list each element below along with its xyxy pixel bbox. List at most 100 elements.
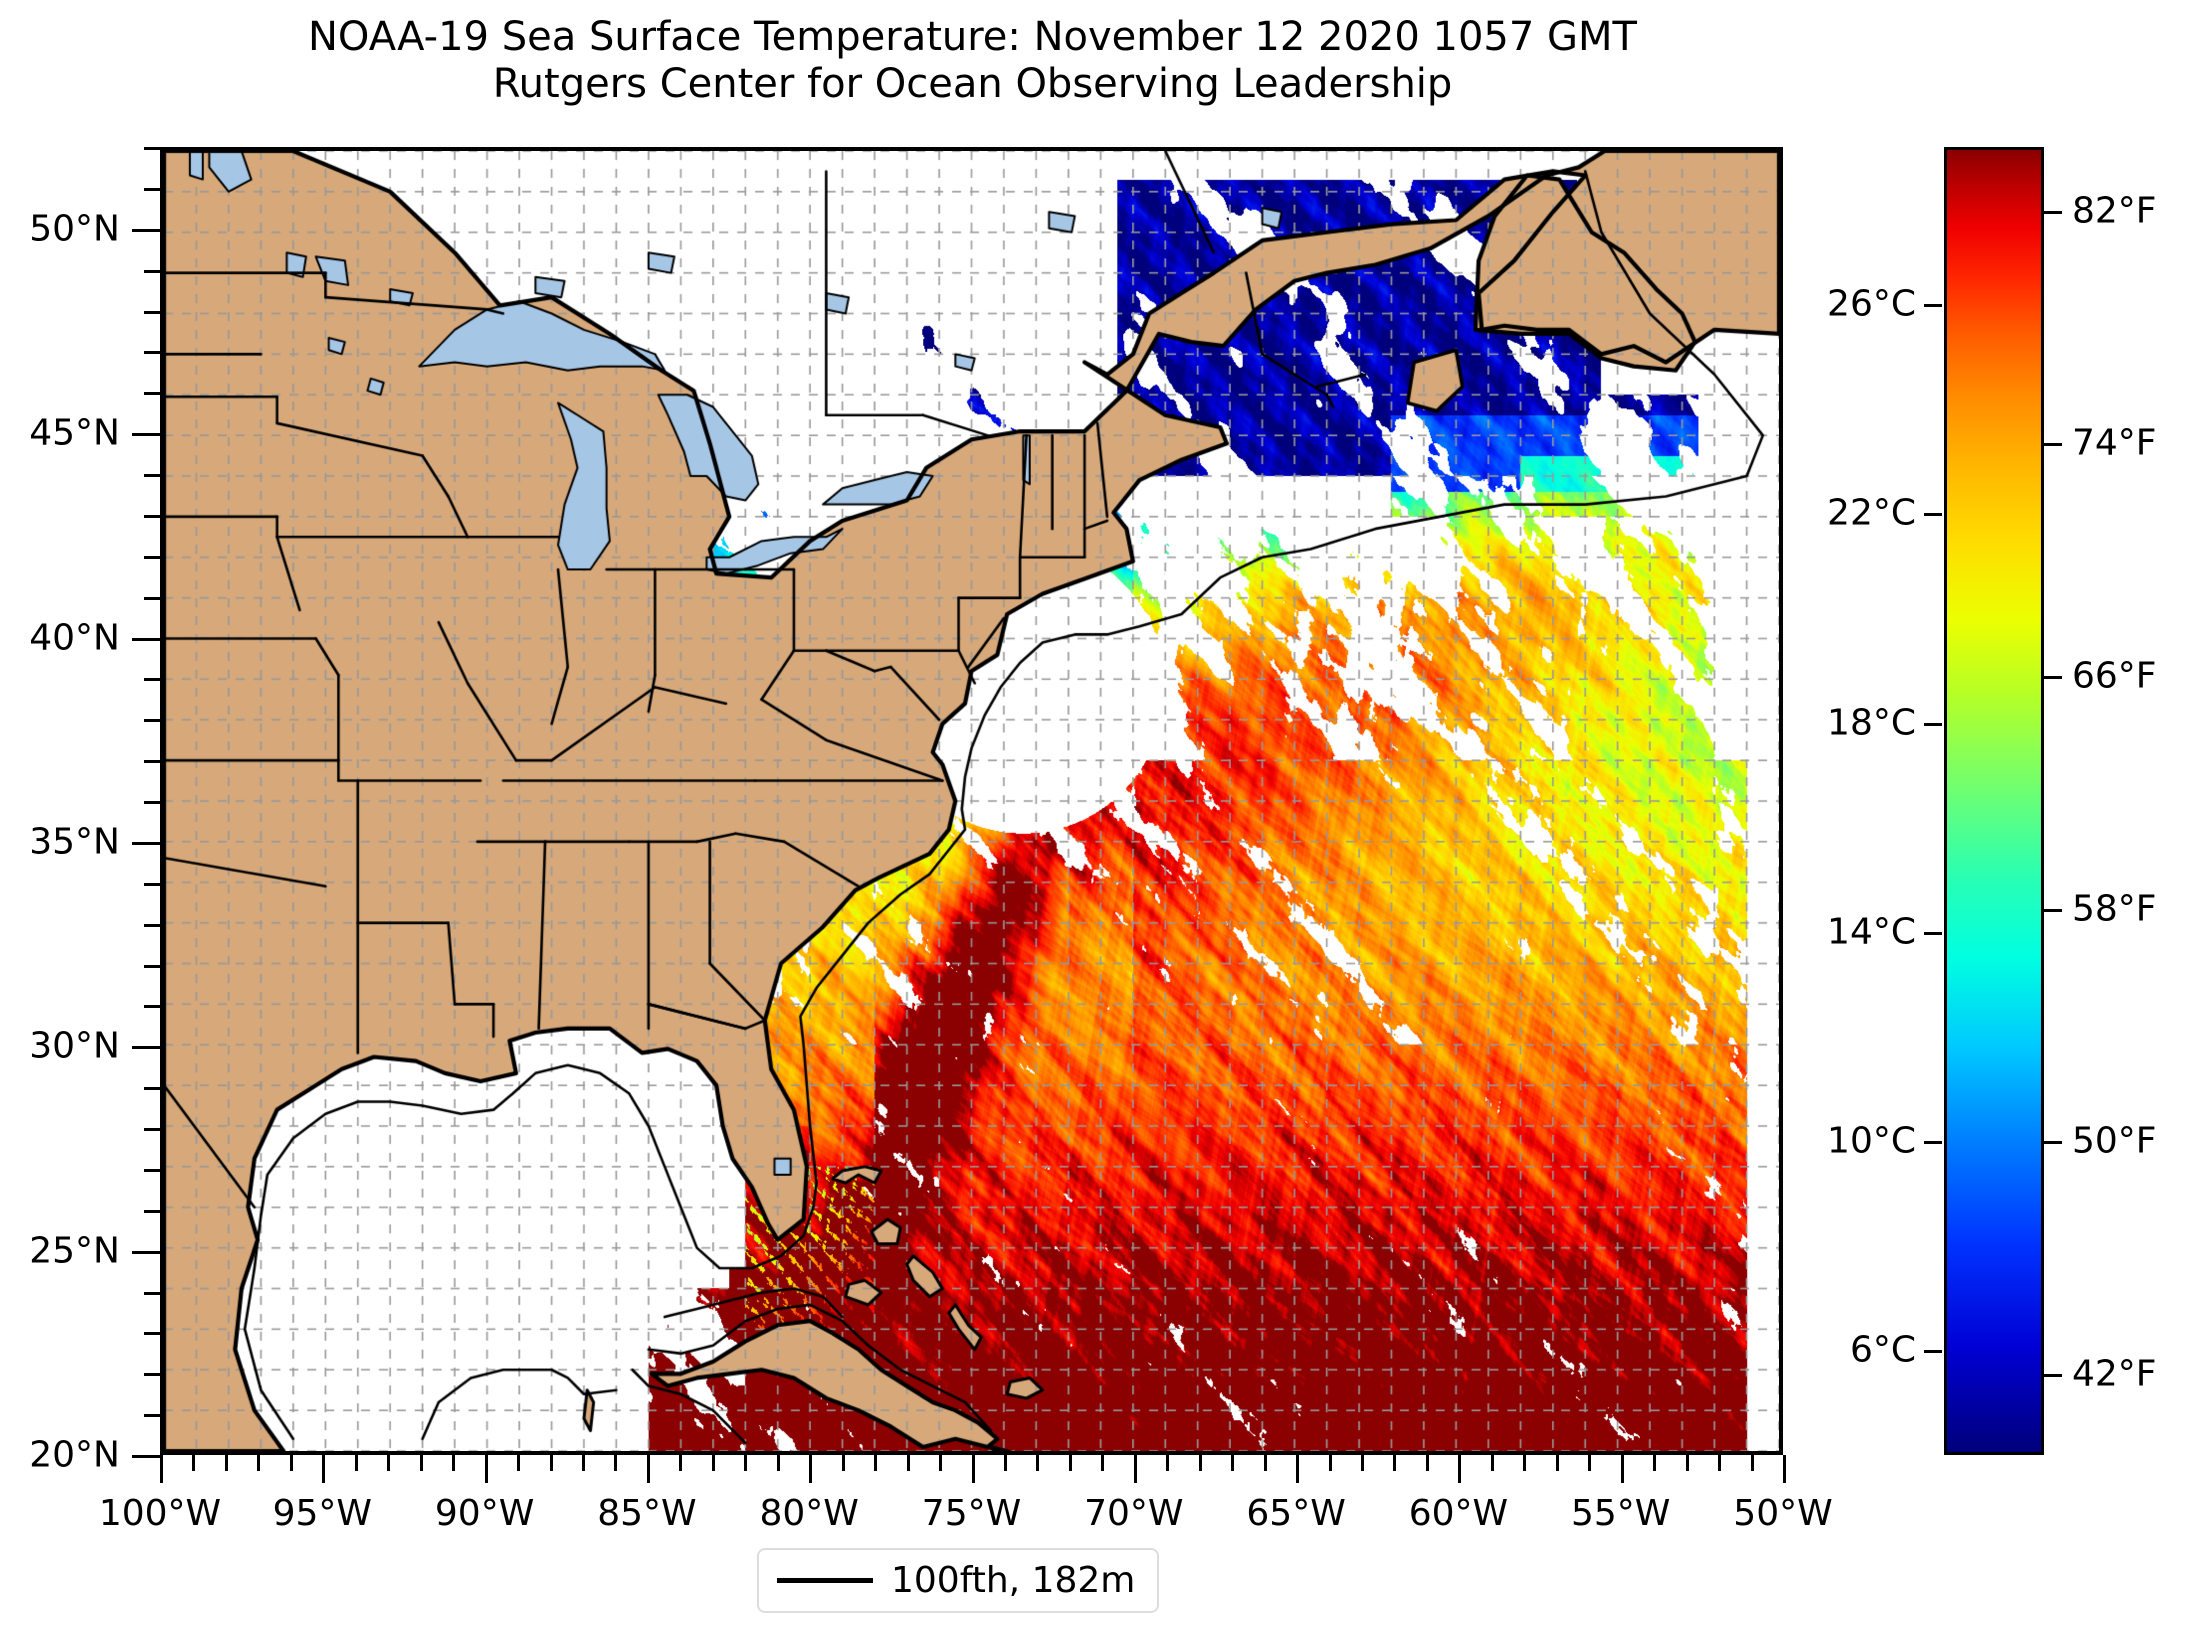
y-axis-label: 50°N (29, 208, 120, 250)
legend-line-sample (777, 1578, 873, 1583)
colorbar-label-celsius: 26°C (1827, 283, 1916, 325)
sst-map-canvas (164, 151, 1779, 1451)
y-axis-label: 20°N (29, 1434, 120, 1476)
y-minor-tick (144, 1168, 160, 1172)
x-major-tick (646, 1455, 650, 1483)
y-major-tick (132, 637, 160, 641)
y-minor-tick (144, 1209, 160, 1213)
x-minor-tick (581, 1455, 585, 1471)
colorbar-tick-fahrenheit (2044, 210, 2062, 214)
x-major-tick (484, 1455, 488, 1483)
chart-title-block: NOAA-19 Sea Surface Temperature: Novembe… (0, 14, 1945, 108)
legend-label: 100fth, 182m (891, 1560, 1136, 1601)
x-minor-tick (776, 1455, 780, 1471)
x-axis-label: 85°W (597, 1493, 697, 1534)
x-minor-tick (679, 1455, 683, 1471)
colorbar-label-fahrenheit: 50°F (2072, 1120, 2157, 1162)
y-minor-tick (144, 882, 160, 886)
colorbar-tick-celsius (1924, 513, 1942, 517)
y-minor-tick (144, 964, 160, 968)
x-axis-label: 65°W (1246, 1493, 1346, 1534)
x-minor-tick (192, 1455, 196, 1471)
colorbar-tick-fahrenheit (2044, 908, 2062, 912)
colorbar: 6°C 10°C 14°C 18°C 22°C 26°C 42°F 50°F 58°F 66°F 7… (1827, 147, 2157, 1455)
x-minor-tick (1263, 1455, 1267, 1471)
x-axis-label: 55°W (1570, 1493, 1671, 1534)
colorbar-label-fahrenheit: 42°F (2072, 1353, 2157, 1395)
x-minor-tick (452, 1455, 456, 1471)
y-axis-label: 35°N (29, 821, 120, 863)
x-minor-tick (906, 1455, 910, 1471)
y-minor-tick (144, 555, 160, 559)
map-plot-area (160, 147, 1783, 1455)
y-minor-tick (144, 678, 160, 682)
x-minor-tick (517, 1455, 521, 1471)
x-minor-tick (1003, 1455, 1007, 1471)
y-minor-tick (144, 1005, 160, 1009)
x-axis-label: 90°W (434, 1493, 535, 1534)
x-minor-tick (1685, 1455, 1689, 1471)
x-minor-tick (419, 1455, 423, 1471)
x-minor-tick (1523, 1455, 1527, 1471)
y-major-tick (132, 1046, 160, 1050)
colorbar-tick-celsius (1924, 303, 1942, 307)
y-minor-tick (144, 474, 160, 477)
x-major-tick (1458, 1455, 1462, 1483)
colorbar-tick-celsius (1924, 1350, 1942, 1354)
x-minor-tick (387, 1455, 391, 1471)
x-minor-tick (1588, 1455, 1592, 1471)
x-minor-tick (1198, 1455, 1202, 1471)
y-major-tick (132, 433, 160, 437)
x-major-tick (160, 1455, 163, 1483)
colorbar-label-celsius: 14°C (1827, 911, 1916, 953)
x-minor-tick (257, 1455, 261, 1471)
chart-title-line-1: NOAA-19 Sea Surface Temperature: Novembe… (308, 14, 1637, 60)
x-minor-tick (1425, 1455, 1429, 1471)
x-minor-tick (354, 1455, 358, 1471)
colorbar-tick-celsius (1924, 722, 1942, 726)
x-minor-tick (1328, 1455, 1332, 1471)
x-minor-tick (1068, 1455, 1072, 1471)
colorbar-tick-fahrenheit (2044, 676, 2062, 679)
colorbar-tick-fahrenheit (2044, 1141, 2062, 1145)
y-minor-tick (144, 719, 160, 723)
y-axis-label: 40°N (29, 617, 120, 658)
x-major-tick (1296, 1455, 1300, 1483)
x-major-tick (1783, 1455, 1786, 1483)
y-major-tick (132, 841, 160, 845)
colorbar-tick-fahrenheit (2044, 1373, 2062, 1377)
y-major-tick (132, 1250, 160, 1254)
y-minor-tick (144, 147, 160, 150)
y-axis-label: 30°N (29, 1025, 120, 1067)
x-axis-label: 100°W (98, 1493, 222, 1534)
x-minor-tick (744, 1455, 748, 1471)
colorbar-label-fahrenheit: 82°F (2072, 190, 2157, 232)
colorbar-label-fahrenheit: 74°F (2072, 422, 2157, 464)
x-axis-label: 70°W (1084, 1493, 1184, 1534)
y-minor-tick (144, 801, 160, 804)
x-minor-tick (1101, 1455, 1105, 1471)
y-minor-tick (144, 514, 160, 518)
colorbar-label-fahrenheit: 58°F (2072, 888, 2157, 930)
colorbar-label-celsius: 18°C (1827, 702, 1916, 744)
x-axis-label: 50°W (1733, 1493, 1833, 1534)
x-major-tick (1620, 1455, 1624, 1483)
x-major-tick (809, 1455, 813, 1483)
chart-title-line-2: Rutgers Center for Ocean Observing Leade… (492, 61, 1453, 108)
y-minor-tick (144, 1414, 160, 1418)
x-minor-tick (1718, 1455, 1722, 1471)
y-axis-label: 25°N (29, 1230, 120, 1272)
y-major-tick (132, 228, 160, 232)
y-minor-tick (144, 269, 160, 273)
x-minor-tick (711, 1455, 715, 1471)
x-minor-tick (1361, 1455, 1365, 1471)
colorbar-label-fahrenheit: 66°F (2072, 655, 2157, 697)
colorbar-gradient (1944, 147, 2044, 1455)
y-minor-tick (144, 187, 160, 191)
x-axis-label: 60°W (1408, 1493, 1509, 1534)
x-minor-tick (549, 1455, 553, 1471)
y-minor-tick (144, 596, 160, 600)
y-minor-tick (144, 310, 160, 314)
colorbar-label-celsius: 22°C (1827, 492, 1916, 534)
x-major-tick (1133, 1455, 1137, 1483)
